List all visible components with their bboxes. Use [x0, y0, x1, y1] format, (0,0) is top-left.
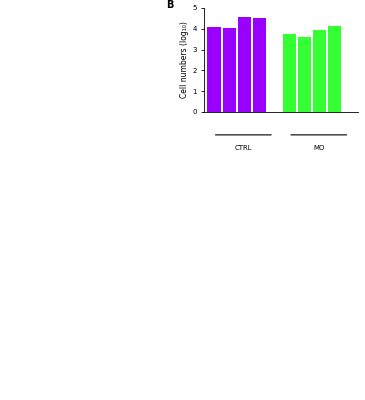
- Bar: [283, 34, 296, 112]
- Y-axis label: Cell numbers (log₁₀): Cell numbers (log₁₀): [180, 22, 189, 98]
- Bar: [223, 28, 236, 112]
- Bar: [298, 37, 311, 112]
- Bar: [207, 27, 220, 112]
- Text: MO: MO: [313, 145, 324, 151]
- Bar: [328, 26, 342, 112]
- Bar: [253, 18, 266, 112]
- Text: CTRL: CTRL: [235, 145, 252, 151]
- Text: B: B: [166, 0, 173, 10]
- Bar: [238, 17, 251, 112]
- Bar: [313, 30, 326, 112]
